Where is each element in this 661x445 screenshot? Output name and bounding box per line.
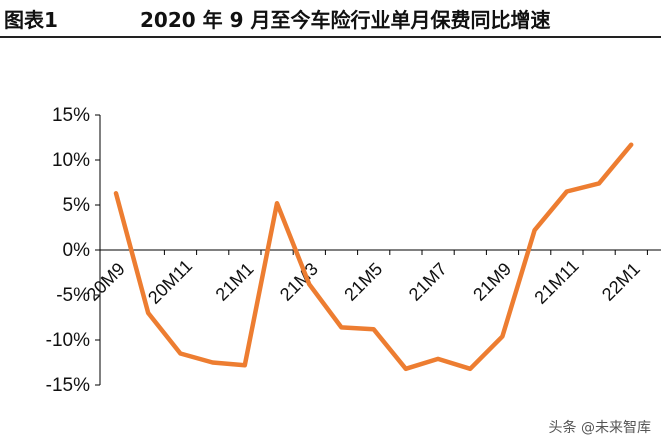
- data-point: [372, 327, 376, 331]
- data-point: [629, 143, 633, 147]
- x-tick-label: 20M9: [83, 259, 129, 305]
- data-point: [500, 334, 504, 338]
- x-tick-label: 21M7: [405, 259, 451, 305]
- x-tick-label: 22M1: [598, 259, 644, 305]
- y-tick-label: 0%: [63, 240, 91, 261]
- y-tick-label: -15%: [46, 375, 90, 396]
- series-line: [113, 142, 634, 372]
- data-point: [275, 201, 279, 205]
- x-tick-label: 21M11: [530, 256, 582, 308]
- x-tick-label: 21M3: [276, 259, 322, 305]
- data-point: [597, 181, 601, 185]
- y-tick-label: 15%: [52, 105, 90, 126]
- data-point: [436, 357, 440, 361]
- x-tick-label: 21M5: [340, 259, 386, 305]
- data-point: [146, 311, 150, 315]
- y-tick-label: 5%: [63, 195, 91, 216]
- chart-title: 2020 年 9 月至今车险行业单月保费同比增速: [140, 8, 551, 32]
- data-point: [307, 282, 311, 286]
- data-point: [114, 191, 118, 195]
- y-tick-label: -5%: [56, 285, 90, 306]
- data-point: [243, 363, 247, 367]
- x-tick-label: 20M11: [144, 256, 196, 308]
- watermark: 头条 @未来智库: [548, 420, 651, 436]
- figure-label: 图表1: [4, 8, 58, 32]
- y-tick-label: 10%: [52, 150, 90, 171]
- title-divider: [0, 36, 661, 38]
- data-point: [468, 367, 472, 371]
- x-tick-label: 21M9: [469, 259, 515, 305]
- data-point: [178, 352, 182, 355]
- data-point: [404, 367, 408, 371]
- data-point: [211, 361, 215, 364]
- y-tick-label: -10%: [46, 330, 90, 351]
- data-point: [533, 228, 537, 232]
- x-tick-label: 21M1: [212, 259, 258, 305]
- figure-header: 图表1 2020 年 9 月至今车险行业单月保费同比增速: [0, 0, 661, 40]
- data-point: [565, 190, 569, 193]
- data-point: [339, 325, 343, 329]
